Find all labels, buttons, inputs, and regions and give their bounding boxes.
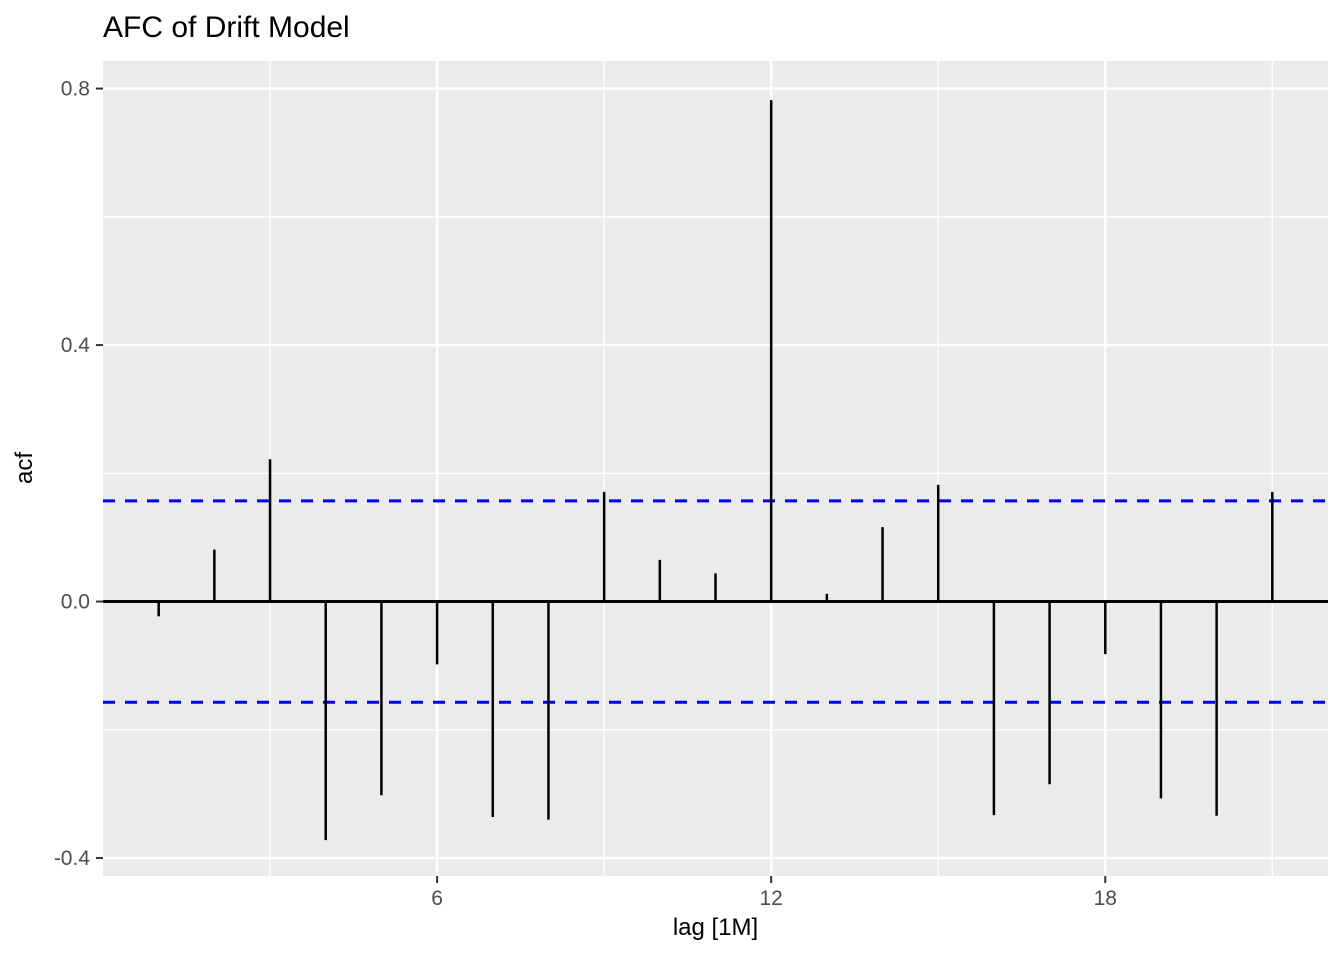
y-tick-label: 0.0	[61, 591, 90, 614]
y-tick-label: 0.8	[61, 78, 90, 101]
x-axis-title: lag [1M]	[672, 914, 759, 941]
y-tick-label: 0.4	[61, 334, 91, 357]
panel-background	[103, 61, 1328, 876]
y-axis-title: acf	[11, 451, 38, 485]
x-tick-label: 18	[1094, 887, 1117, 910]
y-tick-label: -0.4	[54, 847, 91, 870]
plot-title: AFC of Drift Model	[103, 11, 350, 44]
x-tick-label: 6	[431, 887, 443, 910]
x-tick-label: 12	[760, 887, 783, 910]
